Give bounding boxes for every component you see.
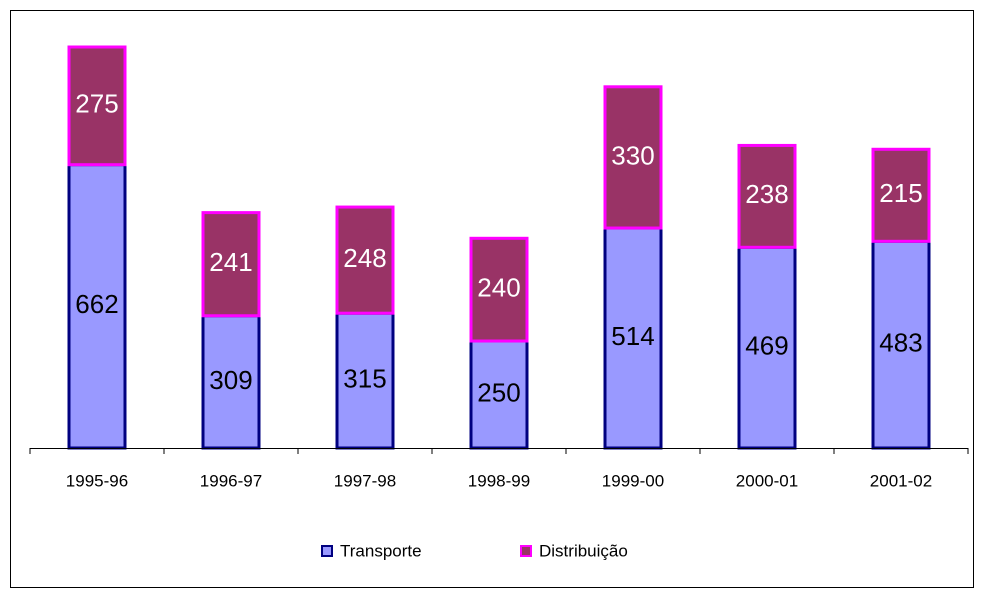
data-label: 240 [477, 273, 520, 303]
legend-label: Transporte [340, 541, 422, 560]
bar-segment [737, 245, 797, 450]
x-tick-label: 1999-00 [602, 471, 664, 490]
x-tick-label: 1996-97 [200, 471, 262, 490]
legend-swatch [520, 545, 532, 557]
x-tick-label: 1997-98 [334, 471, 396, 490]
bar-segment [335, 205, 395, 315]
legend-swatch [321, 545, 333, 557]
x-tick-label: 1998-99 [468, 471, 530, 490]
bar-segment [201, 211, 261, 318]
data-label: 662 [75, 289, 118, 319]
bar-segment [603, 85, 663, 230]
bar-segment [469, 236, 529, 343]
bar-segment [67, 163, 127, 450]
x-tick-label: 1995-96 [66, 471, 128, 490]
data-label: 469 [745, 331, 788, 361]
x-tick-label: 2000-01 [736, 471, 798, 490]
data-label: 315 [343, 363, 386, 393]
data-label: 248 [343, 243, 386, 273]
bar-segment [871, 147, 931, 243]
data-label: 238 [745, 179, 788, 209]
bar-segment [67, 45, 127, 167]
data-label: 330 [611, 140, 654, 170]
bar-segment [335, 311, 395, 450]
data-label: 309 [209, 365, 252, 395]
bar-segment [201, 314, 261, 450]
data-label: 514 [611, 321, 654, 351]
data-label: 483 [879, 328, 922, 358]
bar-segment [603, 226, 663, 450]
bar-segment [469, 339, 529, 450]
data-label: 250 [477, 377, 520, 407]
bar-segment [737, 143, 797, 249]
legend-label: Distribuição [539, 541, 628, 560]
data-label: 275 [75, 89, 118, 119]
x-tick-label: 2001-02 [870, 471, 932, 490]
data-label: 241 [209, 247, 252, 277]
data-label: 215 [879, 178, 922, 208]
